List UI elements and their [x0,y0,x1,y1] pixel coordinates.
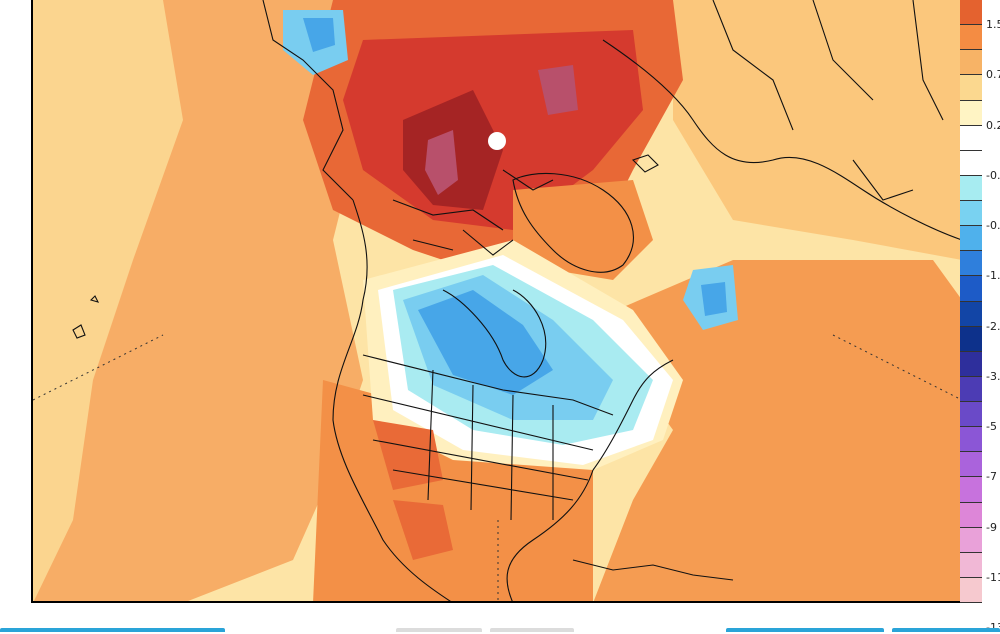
colorbar-label: -7 [986,470,997,484]
coastline-hudson-bay [442,289,547,378]
colorbar-cell [960,402,982,428]
coastline-arctic-islands [392,169,554,256]
north-pole-marker [488,132,506,150]
region-canada-blue [418,290,553,395]
colorbar-label: 0.7 [986,68,1000,82]
colorbar-cell [960,100,982,126]
colorbar-label: -5 [986,420,997,434]
region-greenland [513,180,653,280]
colorbar-label: 1.5 [986,18,1000,32]
colorbar-cell [960,527,982,553]
colorbar-cell [960,226,982,252]
colorbar-cell [960,201,982,227]
political-borders [72,0,960,601]
colorbar-cell [960,376,982,402]
colorbar-legend: 1.50.70.2-0.-0.-1.-2.-3.-5-7-9-11-13 [960,0,1000,634]
colorbar-cell [960,0,982,26]
colorbar-cell [960,276,982,302]
region-mexico-orange-red [393,500,453,560]
colorbar-cell [960,577,982,603]
colorbar-label: -2. [986,319,1000,333]
colorbar-label: -3. [986,369,1000,383]
region-arctic-mauve-2 [538,65,578,115]
dotted-line-east [832,334,960,400]
coastline-iceland [631,154,659,173]
region-atlantic-orange [593,260,960,601]
colorbar-cell [960,351,982,377]
graticule-lines [33,334,960,601]
toolbar-button-5[interactable] [892,628,1000,632]
colorbar-label: -11 [986,570,1000,584]
colorbar-cell [960,25,982,51]
colorbar-cell [960,427,982,453]
coastline-caribbean [572,559,734,581]
colorbar-cell [960,125,982,151]
coastline-north-america [332,199,674,601]
colorbar-cell [960,50,982,76]
coastline-eurasia [602,39,960,240]
region-pacific-tan [33,0,183,601]
colorbar-cell [960,251,982,277]
colorbar-label: -1. [986,269,1000,283]
coastline-alaska [262,0,354,201]
colorbar-label: -9 [986,520,997,534]
region-alaska-blue-core [303,18,335,52]
colorbar-cell [960,75,982,101]
colorbar-cell [960,150,982,176]
colorbar-cell [960,502,982,528]
border-europe [712,0,944,201]
toolbar-button-3[interactable] [490,628,574,632]
anomaly-map [31,0,960,603]
coastline-greenland [512,172,634,273]
colorbar-cell [960,477,982,503]
colorbar-label: -0. [986,219,1000,233]
colorbar-cell [960,301,982,327]
colorbar-cell [960,552,982,578]
region-atlantic-blue-core [701,282,727,316]
colorbar-cell [960,326,982,352]
colorbar-label: -0. [986,168,1000,182]
dotted-line-west [33,334,164,401]
map-canvas [33,0,960,601]
toolbar-button-1[interactable] [0,628,225,632]
toolbar-button-4[interactable] [726,628,884,632]
colorbar-cell [960,452,982,478]
anomaly-fields [33,0,960,601]
region-arctic-mauve-1 [425,130,458,195]
coastline-islands-pacific [72,295,100,339]
region-europe-tan [673,0,960,260]
state-lines [362,369,594,521]
colorbar-label: 0.2 [986,118,1000,132]
toolbar-button-2[interactable] [396,628,482,632]
colorbar-cell [960,175,982,201]
region-sw-orange-red [373,420,443,490]
